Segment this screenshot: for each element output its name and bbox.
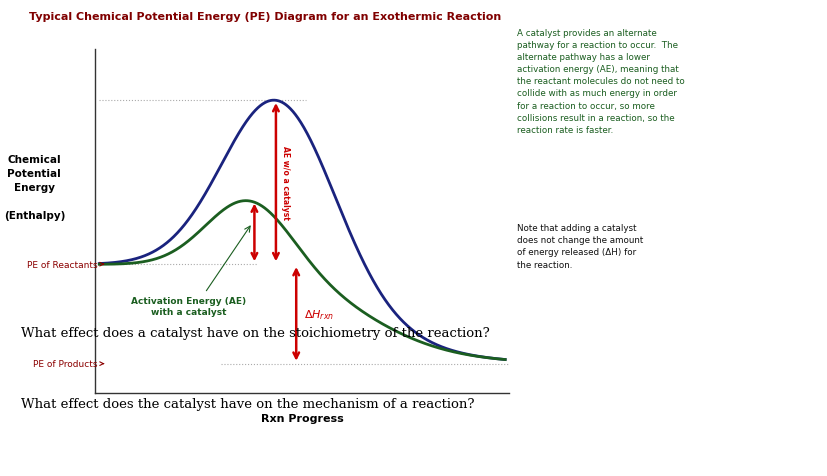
Text: Chemical
Potential
Energy

(Enthalpy): Chemical Potential Energy (Enthalpy)	[3, 155, 65, 221]
Text: AE w/o a catalyst: AE w/o a catalyst	[280, 146, 289, 219]
Text: PE of Products: PE of Products	[33, 359, 103, 368]
Text: A catalyst provides an alternate
pathway for a reaction to occur.  The
alternate: A catalyst provides an alternate pathway…	[517, 29, 685, 135]
Text: Rxn Progress: Rxn Progress	[261, 414, 343, 424]
Text: Note that adding a catalyst
does not change the amount
of energy released (ΔH) f: Note that adding a catalyst does not cha…	[517, 224, 643, 269]
Text: Typical Chemical Potential Energy (PE) Diagram for an Exothermic Reaction: Typical Chemical Potential Energy (PE) D…	[29, 12, 500, 22]
Text: What effect does the catalyst have on the mechanism of a reaction?: What effect does the catalyst have on th…	[21, 397, 474, 410]
Text: PE of Reactants: PE of Reactants	[26, 260, 103, 269]
Text: What effect does a catalyst have on the stoichiometry of the reaction?: What effect does a catalyst have on the …	[21, 326, 489, 339]
Text: $\Delta H_{rxn}$: $\Delta H_{rxn}$	[304, 307, 333, 321]
Text: Activation Energy (AE)
with a catalyst: Activation Energy (AE) with a catalyst	[131, 297, 246, 316]
